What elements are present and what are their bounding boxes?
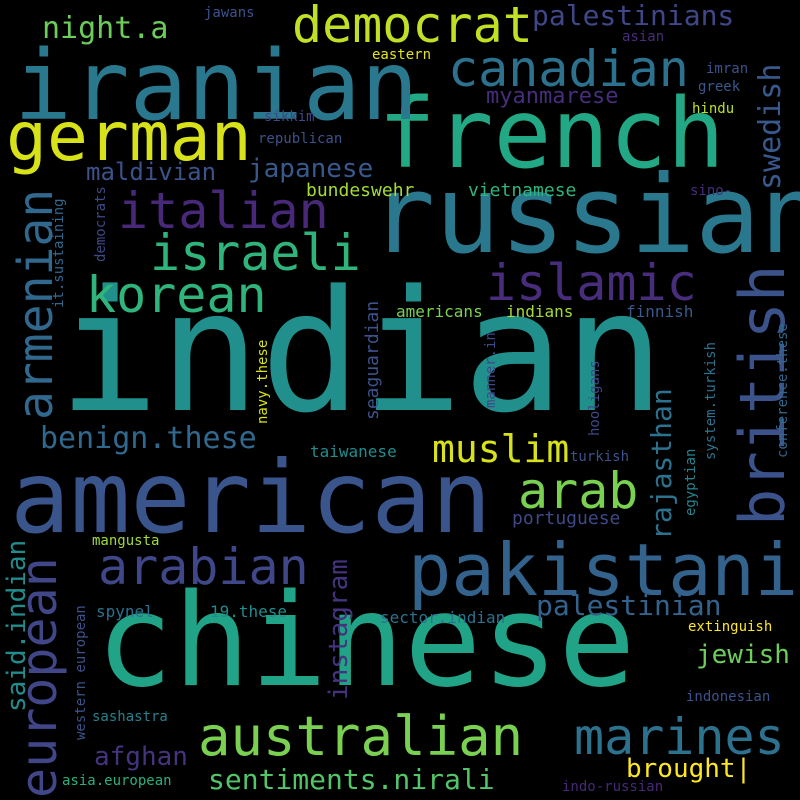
- word-canadian: canadian: [448, 40, 689, 98]
- word-extinguish: extinguish: [688, 619, 773, 635]
- word-spynel: spynel: [96, 602, 154, 621]
- word-19-these: 19.these: [210, 602, 288, 621]
- word-myanmarese: myanmarese: [486, 84, 619, 109]
- word-arab: arab: [518, 462, 639, 520]
- word-sino: sino-: [690, 183, 733, 199]
- word-bundeswehr: bundeswehr: [306, 180, 415, 201]
- word-jewish: jewish: [696, 640, 790, 670]
- word-marines: marines: [574, 708, 785, 766]
- word-conference-these: conference.these: [775, 323, 791, 458]
- word-brought: brought|: [626, 754, 752, 784]
- word-indo-russian: indo-russian: [562, 779, 664, 795]
- word-imran: imran: [706, 61, 749, 77]
- word-asia-european: asia.european: [62, 773, 172, 789]
- word-sashastra: sashastra: [92, 709, 168, 725]
- word-eastern: eastern: [372, 47, 432, 63]
- word-democrats: democrats: [93, 186, 109, 262]
- word-western-european: western european: [73, 605, 89, 740]
- word-indonesian: indonesian: [686, 689, 771, 705]
- word-italian: italian: [118, 182, 329, 240]
- word-finnish: finnish: [626, 302, 694, 321]
- word-maldivian: maldivian: [86, 158, 217, 186]
- word-turkish: turkish: [570, 449, 630, 465]
- word-arabian: arabian: [98, 538, 309, 596]
- word-pakistani: pakistani: [408, 528, 799, 612]
- word-it-sustaining: it.sustaining: [51, 198, 67, 308]
- word-palestinian: palestinian: [536, 589, 722, 622]
- word-portuguese: portuguese: [512, 508, 621, 529]
- word-asian: asian: [622, 29, 665, 45]
- word-benign-these: benign.these: [40, 421, 257, 456]
- word-chinese: chinese: [96, 567, 636, 716]
- word-navy-these: navy.these: [255, 339, 271, 424]
- word-indians: indians: [506, 302, 574, 321]
- word-german: german: [6, 98, 252, 177]
- word-american: american: [10, 439, 492, 556]
- word-taiwanese: taiwanese: [310, 442, 397, 461]
- word-hooligans: hooligans: [587, 360, 603, 436]
- word-muslim: muslim: [432, 427, 570, 471]
- word-instagram: instagram: [324, 559, 354, 700]
- word-sentiments-nirali: sentiments.nirali: [208, 763, 495, 796]
- word-russian: russian: [370, 153, 800, 278]
- word-system-turkish: system.turkish: [703, 341, 719, 460]
- word-americans: americans: [396, 302, 483, 321]
- word-afghan: afghan: [94, 742, 188, 772]
- word-republican: republican: [258, 131, 343, 147]
- word-manner-in: manner.in: [483, 332, 499, 408]
- word-indian: indian: [58, 254, 665, 450]
- word-palestinians: palestinians: [532, 0, 735, 32]
- word-said-indian: said.indian: [2, 539, 32, 712]
- word-iranian: iranian: [14, 30, 419, 142]
- word-korean: korean: [86, 266, 267, 324]
- word-swedish: swedish: [753, 63, 788, 190]
- word-night-a: night.a: [42, 11, 169, 46]
- word-hindu: hindu: [692, 101, 735, 117]
- word-islamic: islamic: [486, 254, 697, 312]
- word-democrat: democrat: [292, 0, 533, 54]
- word-japanese: japanese: [248, 154, 374, 184]
- word-french: french: [378, 78, 725, 190]
- word-seaguardian: seaguardian: [362, 300, 383, 420]
- word-australian: australian: [198, 705, 524, 768]
- word-greek: greek: [698, 79, 741, 95]
- word-egyptian: egyptian: [683, 448, 699, 516]
- word-vietnamese: vietnamese: [468, 180, 577, 201]
- word-israeli: israeli: [150, 224, 361, 282]
- word-jawans: jawans: [204, 5, 255, 21]
- word-sikkim: sikkim: [264, 109, 315, 125]
- word-mangusta: mangusta: [92, 533, 160, 549]
- word-sector-indian: sector.indian: [380, 608, 506, 627]
- word-rajasthan: rajasthan: [645, 388, 678, 540]
